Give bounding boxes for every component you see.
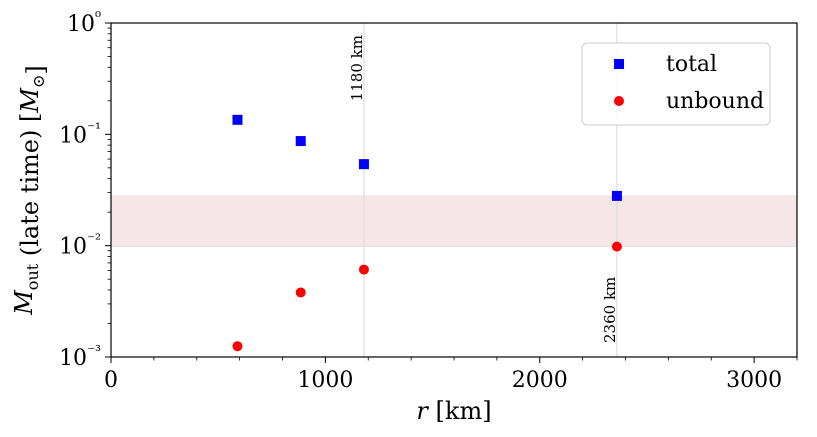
axis-labels-layer: r [km] Mout (late time) [M⊙]: [10, 65, 492, 425]
data-point-unbound: [295, 287, 306, 298]
legend-marker-total: [614, 59, 624, 69]
x-axis-label: r [km]: [416, 397, 491, 425]
data-point-total: [611, 190, 622, 201]
shaded-band: [110, 195, 798, 247]
x-tick-label: 1000: [297, 368, 353, 393]
legend: total unbound: [581, 42, 771, 126]
band-layer: [110, 195, 798, 247]
legend-label-unbound: unbound: [666, 89, 764, 114]
reference-lines-layer: 1180 km 2360 km: [348, 23, 619, 357]
data-point-total: [358, 159, 369, 170]
data-point-unbound: [232, 341, 243, 352]
legend-box: [581, 42, 771, 126]
reference-line-label: 1180 km: [348, 35, 366, 101]
data-points-layer: [232, 114, 622, 352]
data-point-unbound: [611, 241, 622, 252]
data-point-total: [232, 114, 243, 125]
y-tick-label: 10⁻³: [59, 342, 101, 371]
y-tick-label: 10⁻¹: [59, 119, 101, 148]
x-tick-label: 3000: [726, 368, 782, 393]
legend-marker-unbound: [614, 96, 624, 106]
reference-line-label: 2360 km: [601, 277, 619, 343]
y-tick-label: 10⁰: [67, 8, 101, 37]
data-point-unbound: [358, 264, 369, 275]
data-point-total: [295, 136, 306, 147]
axes-layer: 0 1000 2000 3000 10⁻³ 10⁻² 10⁻¹ 10⁰: [59, 8, 798, 393]
legend-label-total: total: [666, 52, 717, 77]
x-tick-label: 0: [104, 368, 118, 393]
x-tick-label: 2000: [512, 368, 568, 393]
y-axis-label: Mout (late time) [M⊙]: [10, 65, 50, 316]
y-tick-label: 10⁻²: [59, 231, 101, 260]
